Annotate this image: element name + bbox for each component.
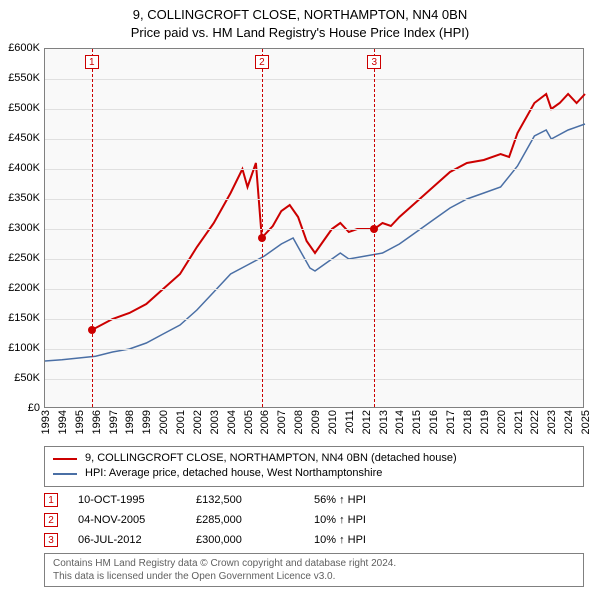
ytick-label: £300K [0, 222, 40, 234]
footer-line-1: Contains HM Land Registry data © Crown c… [53, 557, 575, 570]
legend-label: 9, COLLINGCROFT CLOSE, NORTHAMPTON, NN4 … [85, 451, 457, 466]
xtick-label: 1999 [141, 410, 153, 434]
ytick-label: £400K [0, 162, 40, 174]
legend-box: 9, COLLINGCROFT CLOSE, NORTHAMPTON, NN4 … [44, 446, 584, 487]
sale-pct-vs-hpi: 56% ↑ HPI [314, 494, 454, 506]
sales-table: 1 10-OCT-1995 £132,500 56% ↑ HPI 2 04-NOV-200… [44, 490, 584, 550]
ytick-label: £350K [0, 192, 40, 204]
ytick-label: £50K [0, 372, 40, 384]
hgrid-line [45, 229, 583, 230]
sale-price: £285,000 [196, 514, 296, 526]
hgrid-line [45, 319, 583, 320]
legend-swatch [53, 473, 77, 475]
xtick-label: 2019 [479, 410, 491, 434]
ytick-label: £100K [0, 342, 40, 354]
sale-marker-box: 3 [367, 55, 381, 69]
hgrid-line [45, 199, 583, 200]
ytick-label: £450K [0, 132, 40, 144]
sale-marker-dot [88, 326, 96, 334]
hgrid-line [45, 349, 583, 350]
ytick-label: £0 [0, 402, 40, 414]
title-line-1: 9, COLLINGCROFT CLOSE, NORTHAMPTON, NN4 … [0, 6, 600, 24]
ytick-label: £500K [0, 102, 40, 114]
title-block: 9, COLLINGCROFT CLOSE, NORTHAMPTON, NN4 … [0, 0, 600, 41]
xtick-label: 2020 [496, 410, 508, 434]
sale-index-box: 1 [44, 493, 58, 507]
xtick-label: 2008 [293, 410, 305, 434]
sale-date: 06-JUL-2012 [78, 534, 178, 546]
plot-area: 1 2 3 [44, 48, 584, 408]
xtick-label: 1994 [57, 410, 69, 434]
xtick-label: 2009 [310, 410, 322, 434]
hgrid-line [45, 169, 583, 170]
xtick-label: 2005 [243, 410, 255, 434]
xtick-label: 2024 [563, 410, 575, 434]
sale-row: 1 10-OCT-1995 £132,500 56% ↑ HPI [44, 490, 584, 510]
sale-vline [92, 49, 93, 407]
ytick-label: £250K [0, 252, 40, 264]
ytick-label: £200K [0, 282, 40, 294]
sale-pct-vs-hpi: 10% ↑ HPI [314, 514, 454, 526]
xtick-label: 1993 [40, 410, 52, 434]
sale-marker-dot [258, 234, 266, 242]
xtick-label: 1997 [108, 410, 120, 434]
xtick-label: 2015 [411, 410, 423, 434]
hgrid-line [45, 379, 583, 380]
title-line-2: Price paid vs. HM Land Registry's House … [0, 24, 600, 42]
sale-pct-vs-hpi: 10% ↑ HPI [314, 534, 454, 546]
sale-row: 3 06-JUL-2012 £300,000 10% ↑ HPI [44, 530, 584, 550]
xtick-label: 2003 [209, 410, 221, 434]
footer-line-2: This data is licensed under the Open Gov… [53, 570, 575, 583]
sale-price: £300,000 [196, 534, 296, 546]
xtick-label: 2002 [192, 410, 204, 434]
xtick-label: 1996 [91, 410, 103, 434]
sale-row: 2 04-NOV-2005 £285,000 10% ↑ HPI [44, 510, 584, 530]
legend-swatch [53, 458, 77, 460]
hgrid-line [45, 259, 583, 260]
xtick-label: 2007 [276, 410, 288, 434]
legend-row: HPI: Average price, detached house, West… [53, 466, 575, 481]
xtick-label: 2010 [327, 410, 339, 434]
hgrid-line [45, 139, 583, 140]
sale-index-box: 3 [44, 533, 58, 547]
xtick-label: 2018 [462, 410, 474, 434]
series-price_paid [92, 94, 585, 330]
sale-price: £132,500 [196, 494, 296, 506]
ytick-label: £550K [0, 72, 40, 84]
xtick-label: 2006 [259, 410, 271, 434]
legend-row: 9, COLLINGCROFT CLOSE, NORTHAMPTON, NN4 … [53, 451, 575, 466]
xtick-label: 2025 [580, 410, 592, 434]
xtick-label: 2021 [513, 410, 525, 434]
sale-vline [262, 49, 263, 407]
xtick-label: 2011 [344, 410, 356, 434]
xtick-label: 1998 [124, 410, 136, 434]
ytick-label: £600K [0, 42, 40, 54]
sale-marker-box: 2 [255, 55, 269, 69]
xtick-label: 2017 [445, 410, 457, 434]
chart-container: 9, COLLINGCROFT CLOSE, NORTHAMPTON, NN4 … [0, 0, 600, 590]
xtick-label: 2012 [361, 410, 373, 434]
hgrid-line [45, 79, 583, 80]
xtick-label: 2022 [529, 410, 541, 434]
xtick-label: 2004 [226, 410, 238, 434]
chart-area: 123 £0£50K£100K£150K£200K£250K£300K£350K… [44, 48, 584, 408]
xtick-label: 2013 [378, 410, 390, 434]
sale-date: 04-NOV-2005 [78, 514, 178, 526]
sale-index-box: 2 [44, 513, 58, 527]
xtick-label: 2001 [175, 410, 187, 434]
xtick-label: 2014 [394, 410, 406, 434]
sale-marker-box: 1 [85, 55, 99, 69]
ytick-label: £150K [0, 312, 40, 324]
hgrid-line [45, 289, 583, 290]
sale-marker-dot [370, 225, 378, 233]
sale-date: 10-OCT-1995 [78, 494, 178, 506]
xtick-label: 2023 [546, 410, 558, 434]
xtick-label: 2016 [428, 410, 440, 434]
xtick-label: 2000 [158, 410, 170, 434]
footer-box: Contains HM Land Registry data © Crown c… [44, 553, 584, 587]
xtick-label: 1995 [74, 410, 86, 434]
series-hpi [45, 124, 585, 361]
legend-label: HPI: Average price, detached house, West… [85, 466, 382, 481]
hgrid-line [45, 109, 583, 110]
